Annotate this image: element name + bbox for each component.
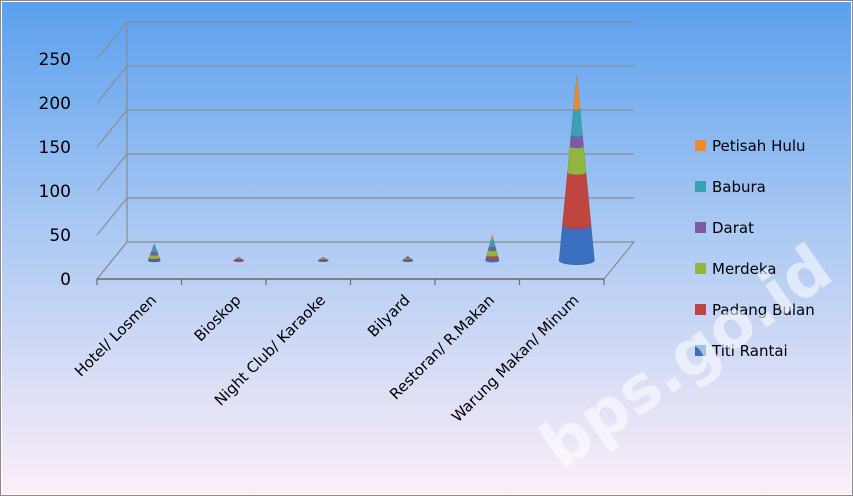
cone-1: [233, 256, 245, 262]
legend-swatch: [695, 345, 706, 356]
gridlines: [96, 21, 634, 280]
y-tick-label: 200: [39, 94, 71, 114]
legend-item-petisah-hulu: Petisah Hulu: [695, 137, 806, 155]
cone-segment-babura: [321, 256, 325, 259]
cone-segment-darat: [569, 135, 584, 148]
cone-segment-petisah-hulu: [490, 234, 494, 240]
y-tick-label: 50: [49, 226, 71, 246]
cone-0: [147, 243, 161, 263]
y-tick-label: 250: [39, 50, 71, 70]
legend-item-titi-rantai: Titi Rantai: [695, 342, 788, 360]
legend-swatch: [695, 263, 706, 274]
legend-label: Titi Rantai: [711, 342, 788, 360]
cone-5: [558, 75, 595, 265]
chart-floor: [95, 241, 636, 285]
legend-swatch: [695, 140, 706, 151]
legend-label: Petisah Hulu: [712, 137, 806, 155]
cone-3: [402, 255, 414, 262]
y-tick-label: 100: [39, 182, 71, 202]
cone-segment-titi-rantai: [558, 225, 595, 265]
legend-item-merdeka: Merdeka: [695, 260, 776, 278]
legend-label: Merdeka: [712, 260, 776, 278]
y-tick-label: 0: [60, 270, 71, 290]
legend-label: Babura: [712, 178, 766, 196]
cone-4: [485, 234, 500, 263]
cone-segment-petisah-hulu: [153, 243, 155, 245]
legend-swatch: [695, 222, 706, 233]
cone-series: [147, 75, 595, 265]
gridline-150: [96, 109, 634, 148]
legend-item-babura: Babura: [695, 178, 766, 196]
y-tick-label: 150: [39, 138, 71, 158]
cone-segment-babura: [406, 255, 410, 258]
legend-label: Padang Bulan: [712, 301, 815, 319]
legend-label: Darat: [712, 219, 754, 237]
cone-segment-petisah-hulu: [573, 75, 581, 111]
gridline-200: [96, 65, 634, 104]
legend: Petisah Hulu Babura Darat Merdeka Padang Bul…: [695, 137, 815, 360]
legend-swatch: [695, 181, 706, 192]
legend-swatch: [695, 304, 706, 315]
legend-item-padang-bulan: Padang Bulan: [695, 301, 815, 319]
legend-item-darat: Darat: [695, 219, 754, 237]
cone-segment-merdeka: [567, 145, 587, 175]
gridline-250: [96, 21, 634, 60]
y-axis-ticks: 0 50 100 150 200 250: [39, 50, 71, 290]
cone-segment-padang-bulan: [562, 172, 592, 229]
cone-2: [317, 256, 329, 262]
gridline-50: [96, 197, 634, 236]
cone-segment-petisah-hulu: [237, 256, 241, 259]
gridline-100: [96, 153, 634, 192]
